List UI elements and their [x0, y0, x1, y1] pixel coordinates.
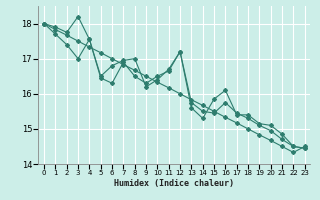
X-axis label: Humidex (Indice chaleur): Humidex (Indice chaleur) — [115, 179, 234, 188]
